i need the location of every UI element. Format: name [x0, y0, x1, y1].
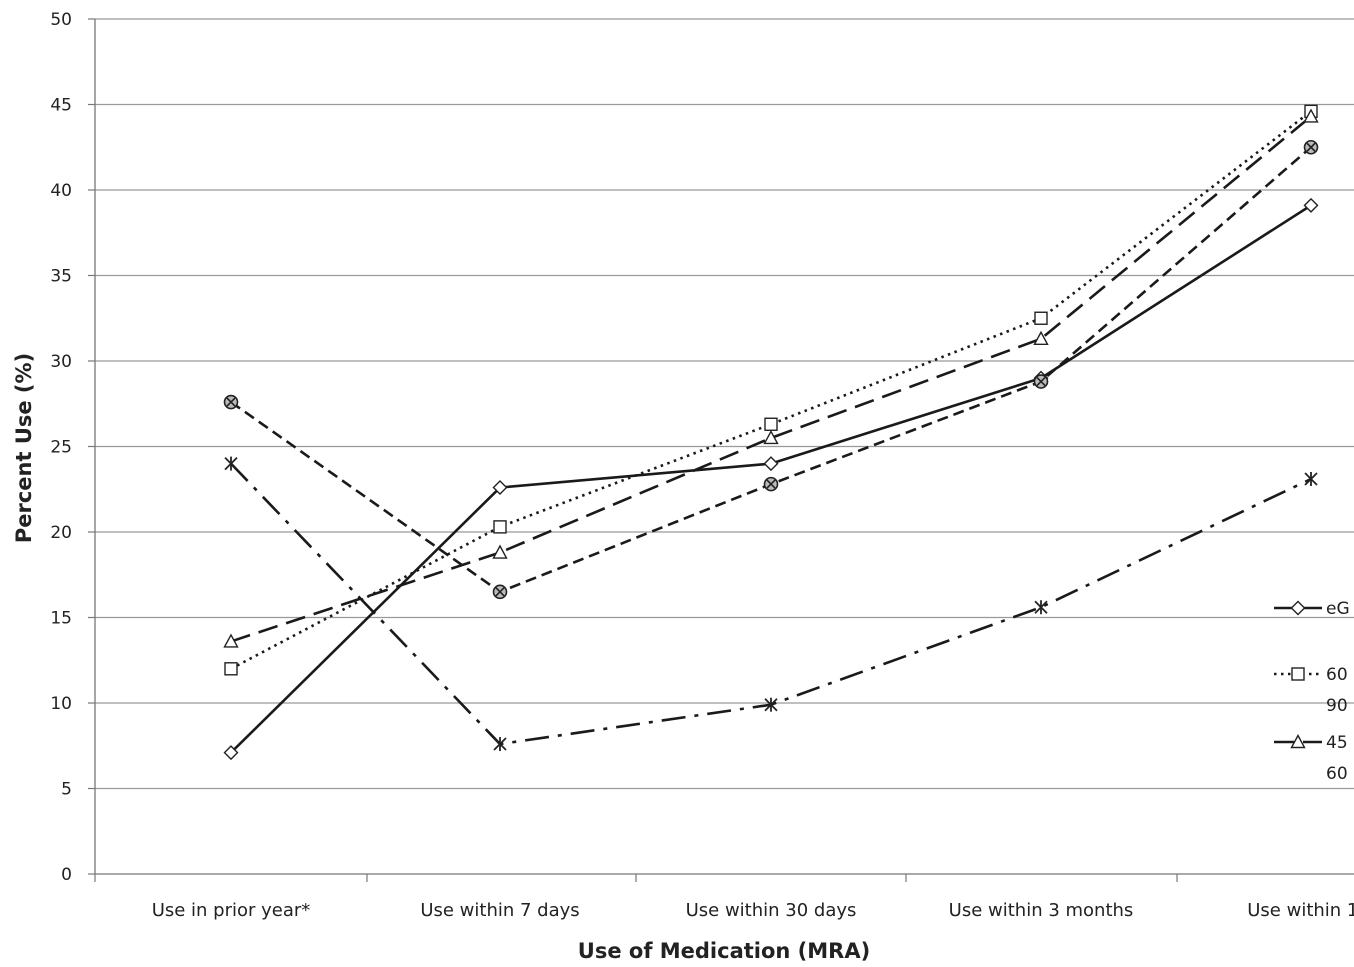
asterisk-marker — [224, 456, 238, 471]
triangle-marker — [492, 544, 508, 559]
y-tick-label: 15 — [50, 609, 72, 629]
legend-item-2: 60 90 — [1274, 665, 1348, 716]
series-line — [230, 146, 1312, 594]
triangle-marker — [763, 429, 779, 445]
square-marker — [1291, 667, 1305, 681]
y-tick-labels: 0 5 10 15 20 25 30 35 40 45 50 — [50, 10, 72, 885]
series-4 — [223, 139, 1319, 600]
series-3 — [223, 108, 1319, 648]
marker-stroke — [1306, 142, 1316, 152]
legend-label: 60 — [1326, 665, 1348, 685]
marker-stroke — [495, 587, 505, 597]
triangle-marker — [1033, 330, 1049, 345]
x-axis-title: Use of Medication (MRA) — [578, 939, 870, 963]
legend-item-1: eG — [1274, 599, 1350, 619]
x-tick-label: Use within 1 y — [1247, 900, 1354, 921]
y-tick-label: 25 — [50, 438, 72, 458]
triangle-marker — [223, 633, 239, 648]
square-marker — [224, 662, 238, 676]
marker-stroke — [1036, 376, 1046, 387]
asterisk-marker — [1304, 471, 1318, 486]
legend-item-3: 45 60 — [1274, 733, 1348, 784]
marker-stroke — [226, 397, 236, 407]
circle-x-marker — [1033, 374, 1049, 389]
series-line — [230, 110, 1312, 670]
circle-x-marker — [492, 584, 508, 600]
asterisk-marker — [1034, 600, 1048, 615]
legend-label-line2: 60 — [1326, 764, 1348, 784]
y-tick-label: 40 — [50, 181, 72, 201]
diamond-marker — [763, 456, 779, 472]
diamond-marker — [492, 480, 508, 496]
y-tick-label: 10 — [50, 694, 72, 714]
triangle-marker — [1303, 108, 1319, 123]
series-5 — [224, 456, 1318, 752]
y-tick-label: 0 — [61, 865, 72, 885]
y-tick-label: 30 — [50, 352, 72, 372]
square-marker — [493, 520, 507, 534]
y-tick-label: 45 — [50, 96, 72, 116]
series-line — [230, 115, 1312, 643]
y-tick-label: 35 — [50, 267, 72, 287]
marker-stroke — [766, 479, 776, 489]
legend-label: eG — [1326, 599, 1350, 619]
x-tick-label: Use within 3 months — [949, 900, 1134, 921]
series-lines — [223, 104, 1319, 761]
diamond-marker — [1303, 197, 1319, 213]
y-tick-label: 5 — [61, 780, 72, 800]
legend-label: 45 — [1326, 733, 1348, 753]
y-tick-label: 50 — [50, 10, 72, 30]
circle-x-marker — [763, 476, 779, 492]
diamond-marker — [1290, 600, 1306, 616]
circle-x-marker — [223, 394, 239, 410]
y-axis-title: Percent Use (%) — [12, 353, 36, 543]
diamond-marker — [223, 745, 239, 761]
legend: eG 60 90 45 60 — [1274, 599, 1350, 784]
square-marker — [764, 417, 778, 431]
triangle-marker — [1290, 734, 1306, 749]
square-marker — [1034, 311, 1048, 325]
circle-x-marker — [1303, 139, 1319, 155]
x-tick-label: Use within 7 days — [420, 900, 579, 921]
legend-label-line2: 90 — [1326, 696, 1348, 716]
asterisk-marker — [764, 697, 778, 712]
axes — [88, 18, 1354, 882]
series-2 — [224, 104, 1318, 676]
x-tick-labels: Use in prior year* Use within 7 days Use w… — [152, 900, 1354, 921]
gridlines — [95, 18, 1354, 790]
y-tick-label: 20 — [50, 523, 72, 543]
x-tick-label: Use in prior year* — [152, 900, 311, 921]
asterisk-marker — [493, 737, 507, 752]
x-tick-label: Use within 30 days — [686, 900, 857, 921]
